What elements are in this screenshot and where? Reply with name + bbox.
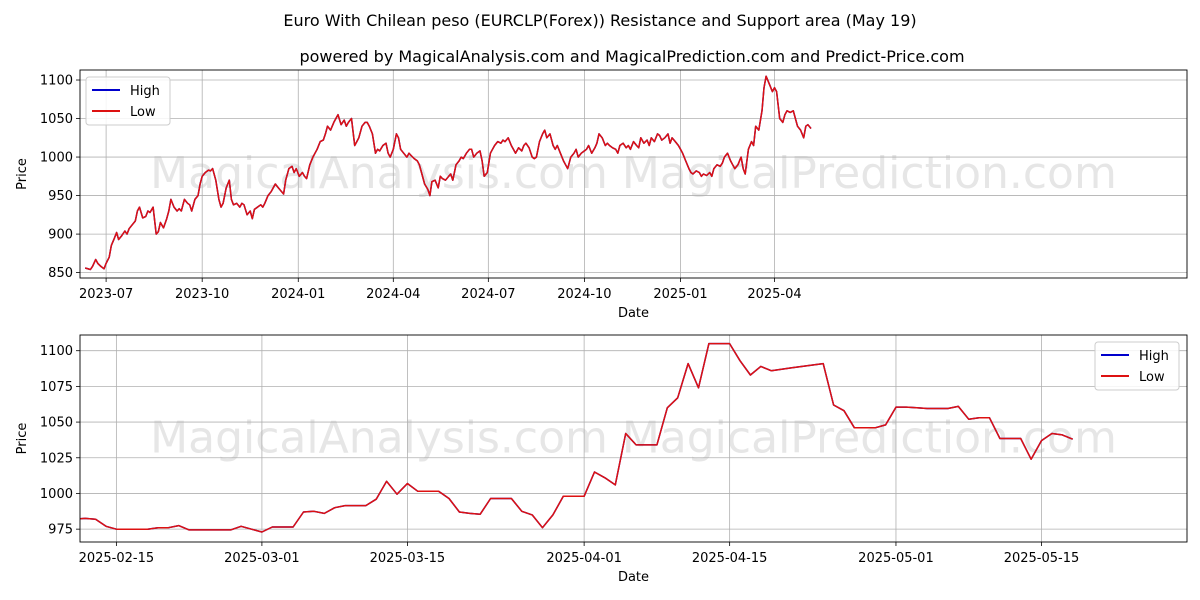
- x-tick-label: 2025-03-01: [224, 551, 300, 566]
- y-tick-label: 1050: [40, 416, 73, 431]
- x-tick-label: 2024-10: [557, 287, 611, 302]
- x-tick-label: 2025-02-15: [79, 551, 155, 566]
- watermark-text: MagicalAnalysis.com MagicalPrediction.co…: [150, 413, 1117, 464]
- legend-label-high: High: [130, 84, 160, 99]
- x-tick-label: 2025-04: [747, 287, 801, 302]
- y-tick-label: 1025: [40, 451, 73, 466]
- legend-label-low: Low: [130, 105, 156, 120]
- chart-subtitle: powered by MagicalAnalysis.com and Magic…: [299, 47, 964, 66]
- series-line-low: [84, 75, 812, 271]
- x-axis-label: Date: [618, 570, 649, 585]
- watermark-text: MagicalAnalysis.com MagicalPrediction.co…: [150, 148, 1117, 199]
- y-axis-label: Price: [15, 423, 30, 455]
- series-line-low: [80, 342, 1073, 533]
- y-tick-label: 1000: [40, 151, 73, 166]
- legend: High Low: [1094, 341, 1180, 391]
- y-axis-label: Price: [15, 158, 30, 190]
- x-tick-label: 2025-04-15: [692, 551, 768, 566]
- x-tick-label: 2025-01: [653, 287, 707, 302]
- chart-panel-1: MagicalAnalysis.com MagicalPrediction.co…: [15, 69, 1188, 321]
- x-tick-label: 2025-05-15: [1004, 551, 1080, 566]
- x-axis-label: Date: [618, 306, 649, 321]
- y-tick-label: 950: [48, 189, 73, 204]
- chart-panel-2: MagicalAnalysis.com MagicalPrediction.co…: [15, 334, 1188, 585]
- y-tick-label: 1100: [40, 74, 73, 89]
- y-tick-label: 1000: [40, 487, 73, 502]
- legend-label-high: High: [1139, 349, 1169, 364]
- legend: High Low: [85, 76, 171, 126]
- x-tick-label: 2023-07: [79, 287, 133, 302]
- x-tick-label: 2024-07: [461, 287, 515, 302]
- x-tick-label: 2025-05-01: [858, 551, 934, 566]
- x-tick-label: 2025-04-01: [546, 551, 622, 566]
- y-tick-label: 850: [48, 266, 73, 281]
- plot-frame: [79, 69, 1188, 279]
- y-tick-label: 1100: [40, 344, 73, 359]
- x-tick-label: 2025-03-15: [370, 551, 446, 566]
- y-tick-label: 900: [48, 228, 73, 243]
- plot-frame: [79, 334, 1188, 543]
- y-tick-label: 1050: [40, 112, 73, 127]
- legend-label-low: Low: [1139, 370, 1165, 385]
- x-tick-label: 2024-01: [271, 287, 325, 302]
- x-tick-label: 2023-10: [175, 287, 229, 302]
- x-tick-label: 2024-04: [366, 287, 420, 302]
- y-tick-label: 1075: [40, 380, 73, 395]
- y-tick-label: 975: [48, 523, 73, 538]
- chart-title: Euro With Chilean peso (EURCLP(Forex)) R…: [283, 11, 916, 30]
